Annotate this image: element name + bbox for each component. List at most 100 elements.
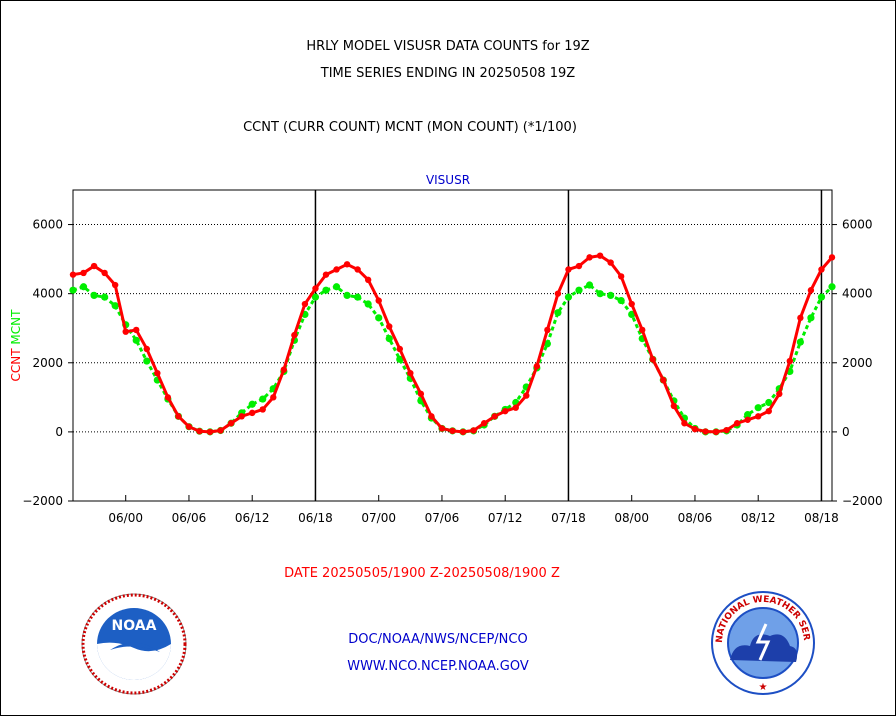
y-tick-label-left: 4000 <box>32 287 63 301</box>
y-tick-label-right: 4000 <box>842 287 873 301</box>
data-point-ccnt <box>80 269 87 277</box>
data-point-ccnt <box>723 426 730 434</box>
data-point-ccnt <box>544 326 551 334</box>
x-tick-label: 08/12 <box>741 511 776 525</box>
data-point-mcnt <box>143 357 151 365</box>
data-point-ccnt <box>417 390 425 398</box>
data-point-ccnt <box>702 428 709 435</box>
series-line-mcnt <box>72 283 834 434</box>
data-point-ccnt <box>670 402 678 410</box>
data-point-ccnt <box>375 297 382 304</box>
data-point-ccnt <box>480 420 488 427</box>
data-point-ccnt <box>301 300 309 308</box>
data-point-ccnt <box>660 376 667 384</box>
data-point-mcnt <box>765 398 773 407</box>
data-point-ccnt <box>607 259 614 266</box>
data-point-mcnt <box>543 340 551 348</box>
star-icon: ★ <box>759 682 768 693</box>
data-point-ccnt <box>649 356 656 363</box>
plot-title: VISUSR <box>426 173 470 187</box>
data-point-ccnt <box>512 404 519 411</box>
x-tick-label: 06/00 <box>108 511 143 525</box>
data-point-ccnt <box>259 406 266 413</box>
data-point-ccnt <box>744 416 751 423</box>
nws-logo: NATIONAL WEATHER SERVICE ★ <box>708 590 815 695</box>
data-point-ccnt <box>733 420 741 427</box>
data-point-mcnt <box>575 286 583 294</box>
data-point-ccnt <box>312 285 319 292</box>
data-point-mcnt <box>385 334 393 343</box>
data-point-mcnt <box>79 283 88 291</box>
x-tick-label: 08/00 <box>614 511 649 525</box>
data-point-mcnt <box>817 293 826 301</box>
data-point-ccnt <box>90 262 98 270</box>
y-tick-label-left: −2000 <box>22 494 63 508</box>
data-point-ccnt <box>206 428 214 436</box>
data-point-mcnt <box>564 293 573 301</box>
data-point-ccnt <box>333 266 340 273</box>
data-point-mcnt <box>754 404 762 412</box>
data-point-ccnt <box>586 254 593 261</box>
data-point-mcnt <box>617 296 625 305</box>
data-point-ccnt <box>596 252 604 259</box>
data-point-ccnt <box>681 420 688 427</box>
data-point-ccnt <box>217 427 224 434</box>
x-tick-label: 06/12 <box>235 511 270 525</box>
data-point-ccnt <box>428 413 435 420</box>
data-point-mcnt <box>111 302 119 310</box>
data-point-mcnt <box>585 281 594 289</box>
data-point-ccnt <box>470 427 477 434</box>
nco-website-link[interactable]: WWW.NCO.NCEP.NOAA.GOV <box>347 659 529 674</box>
doc-noaa-link[interactable]: DOC/NOAA/NWS/NCEP/NCO <box>348 632 528 647</box>
data-point-ccnt <box>438 425 446 432</box>
data-point-mcnt <box>311 293 320 301</box>
noaa-logo: NOAA <box>81 593 187 695</box>
data-point-ccnt <box>807 287 815 294</box>
y-tick-label-left: 6000 <box>32 218 63 232</box>
x-tick-label: 08/06 <box>678 511 713 525</box>
data-point-mcnt <box>332 283 341 291</box>
data-point-mcnt <box>132 336 140 344</box>
data-point-mcnt <box>375 314 383 322</box>
data-point-mcnt <box>796 338 804 346</box>
x-tick-label: 07/12 <box>488 511 523 525</box>
data-point-ccnt <box>343 261 351 268</box>
data-point-ccnt <box>533 363 541 370</box>
data-point-ccnt <box>449 427 456 435</box>
data-point-mcnt <box>607 291 615 299</box>
x-tick-label: 07/18 <box>551 511 586 525</box>
x-tick-label: 08/18 <box>804 511 839 525</box>
time-series-chart: VISUSR −2000 −2000 0 0 2000 2000 4000 4000 6000 60… <box>9 173 883 525</box>
x-tick-label: 06/18 <box>298 511 333 525</box>
chart-title-line2: TIME SERIES ENDING IN 20250508 19Z <box>320 66 576 81</box>
data-point-ccnt <box>291 331 298 339</box>
data-point-ccnt <box>185 423 193 430</box>
data-point-ccnt <box>143 345 150 353</box>
data-point-ccnt <box>523 392 530 399</box>
y-tick-label-left: 0 <box>55 425 63 439</box>
data-point-mcnt <box>828 283 836 291</box>
data-point-ccnt <box>786 357 794 365</box>
data-point-ccnt <box>554 290 562 297</box>
data-point-ccnt <box>111 281 119 289</box>
data-point-ccnt <box>322 271 330 278</box>
x-tick-label: 06/06 <box>172 511 207 525</box>
data-point-ccnt <box>196 427 203 435</box>
y-tick-label-right: 6000 <box>842 218 873 232</box>
data-point-ccnt <box>565 266 572 273</box>
y-tick-label-right: 2000 <box>842 356 873 370</box>
data-point-ccnt <box>712 428 720 436</box>
data-point-mcnt <box>343 291 351 299</box>
data-point-ccnt <box>280 366 288 373</box>
data-point-ccnt <box>154 369 161 377</box>
y-tick-label-right: −2000 <box>842 494 883 508</box>
data-point-ccnt <box>459 428 467 436</box>
data-point-mcnt <box>69 286 77 294</box>
y-axis-label-ccnt: CCNT <box>9 348 23 382</box>
data-point-ccnt <box>628 300 635 308</box>
data-point-mcnt <box>554 309 562 317</box>
series-line-ccnt <box>72 254 834 434</box>
data-point-ccnt <box>639 326 646 334</box>
data-point-ccnt <box>133 326 140 334</box>
